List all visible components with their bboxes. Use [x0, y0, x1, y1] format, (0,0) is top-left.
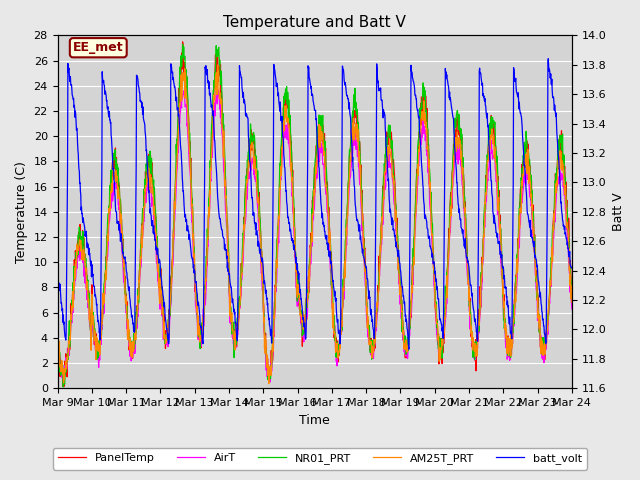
- Line: AM25T_PRT: AM25T_PRT: [58, 65, 572, 384]
- PanelTemp: [59, 384, 67, 389]
- batt_volt: [156, 256, 163, 262]
- AM25T_PRT: [508, 336, 515, 342]
- AirT: [54, 355, 61, 361]
- AM25T_PRT: [265, 381, 273, 387]
- AirT: [156, 292, 163, 298]
- AM25T_PRT: [156, 296, 163, 302]
- Text: EE_met: EE_met: [73, 41, 124, 54]
- AM25T_PRT: [462, 240, 470, 246]
- batt_volt: [508, 329, 515, 335]
- AM25T_PRT: [226, 313, 234, 319]
- PanelTemp: [227, 293, 234, 299]
- AirT: [168, 272, 176, 277]
- batt_volt: [405, 347, 413, 352]
- PanelTemp: [168, 257, 176, 263]
- PanelTemp: [508, 352, 515, 358]
- batt_volt: [568, 264, 576, 270]
- AM25T_PRT: [168, 272, 176, 277]
- batt_volt: [545, 56, 552, 61]
- batt_volt: [394, 254, 402, 260]
- PanelTemp: [462, 238, 470, 243]
- batt_volt: [54, 266, 61, 272]
- Line: PanelTemp: PanelTemp: [58, 42, 572, 386]
- batt_volt: [462, 246, 470, 252]
- Line: NR01_PRT: NR01_PRT: [58, 44, 572, 387]
- AM25T_PRT: [214, 62, 221, 68]
- NR01_PRT: [462, 229, 470, 235]
- AirT: [462, 241, 470, 247]
- AM25T_PRT: [54, 341, 61, 347]
- NR01_PRT: [568, 288, 576, 293]
- Line: AirT: AirT: [58, 90, 572, 382]
- AirT: [568, 306, 576, 312]
- batt_volt: [226, 271, 234, 276]
- AirT: [214, 87, 222, 93]
- PanelTemp: [179, 39, 186, 45]
- X-axis label: Time: Time: [300, 414, 330, 427]
- Y-axis label: Temperature (C): Temperature (C): [15, 161, 28, 263]
- NR01_PRT: [60, 384, 67, 390]
- Line: batt_volt: batt_volt: [58, 59, 572, 349]
- batt_volt: [168, 70, 176, 75]
- NR01_PRT: [179, 41, 186, 47]
- NR01_PRT: [508, 342, 515, 348]
- NR01_PRT: [54, 323, 61, 328]
- Legend: PanelTemp, AirT, NR01_PRT, AM25T_PRT, batt_volt: PanelTemp, AirT, NR01_PRT, AM25T_PRT, ba…: [52, 448, 588, 469]
- AirT: [266, 379, 274, 385]
- NR01_PRT: [227, 312, 234, 318]
- AirT: [226, 320, 234, 325]
- PanelTemp: [395, 267, 403, 273]
- PanelTemp: [156, 285, 164, 291]
- AirT: [508, 342, 515, 348]
- NR01_PRT: [156, 284, 164, 289]
- AM25T_PRT: [568, 300, 576, 305]
- NR01_PRT: [395, 270, 403, 276]
- Title: Temperature and Batt V: Temperature and Batt V: [223, 15, 406, 30]
- Y-axis label: Batt V: Batt V: [612, 192, 625, 231]
- PanelTemp: [54, 324, 61, 330]
- AM25T_PRT: [395, 264, 403, 269]
- NR01_PRT: [168, 261, 176, 267]
- AirT: [395, 280, 403, 286]
- PanelTemp: [568, 302, 576, 308]
